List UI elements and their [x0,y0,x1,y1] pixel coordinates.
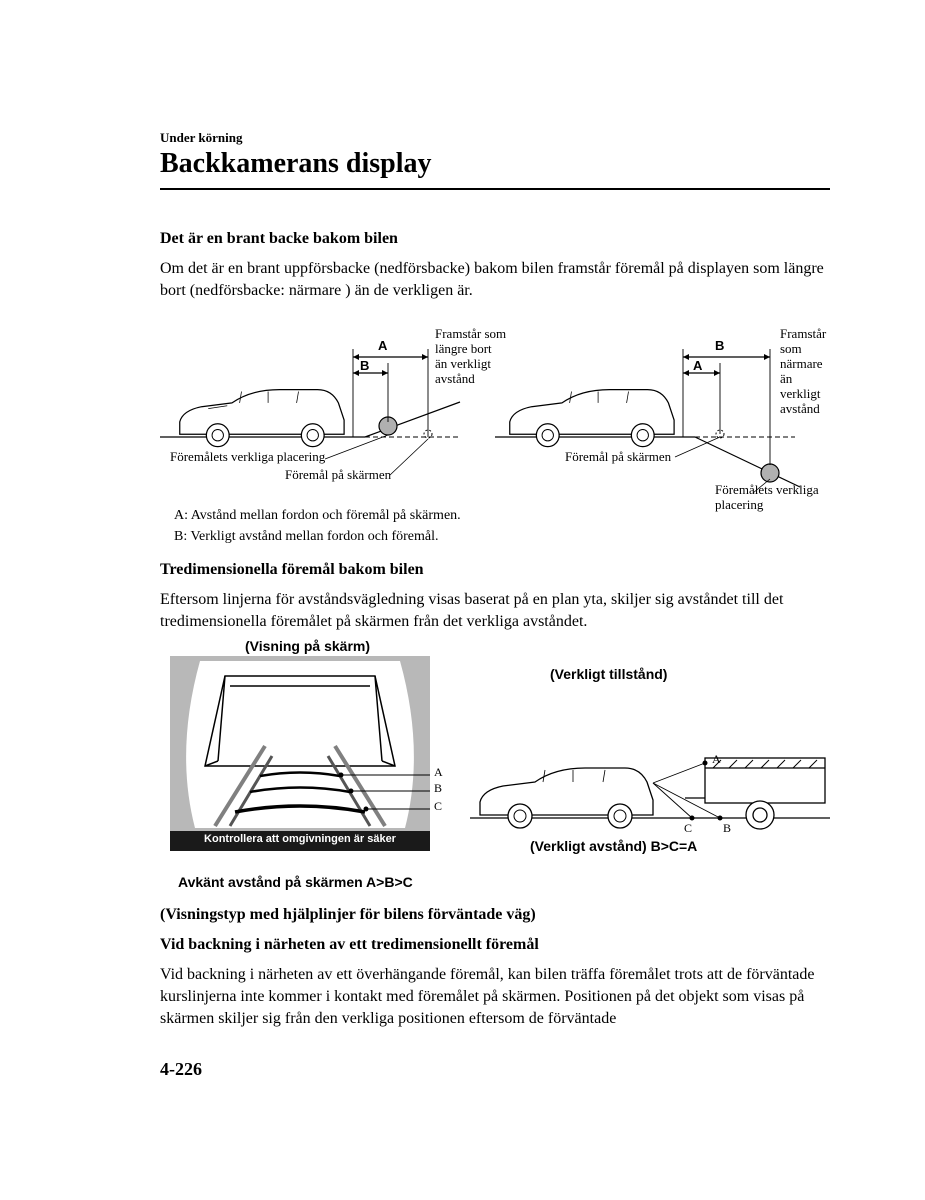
section1-heading: Det är en brant backe bakom bilen [160,230,830,248]
header-rule [160,188,830,190]
dia2-screen-caption: Kontrollera att omgivningen är säker [170,833,430,845]
dia2-left-C: C [434,800,442,814]
dia1-real-pos-left: Föremålets verkliga placering [170,450,325,465]
section3-heading1: (Visningstyp med hjälplinjer för bilens … [160,906,830,924]
dia2-left-A: A [434,766,443,780]
page-header: Under körning Backkamerans display [160,130,830,180]
diagram-3d: (Visning på skärm) (Verkligt tillstånd) … [160,638,830,898]
dia1-caption-right: Framstår som närmare än verkligt avstånd [780,327,830,417]
legend-B: B: Verkligt avstånd mellan fordon och fö… [174,526,830,547]
dia2-right-B: B [723,822,731,836]
header-category: Under körning [160,130,830,146]
section2-heading: Tredimensionella föremål bakom bilen [160,561,830,579]
dia1-screen-obj-right: Föremål på skärmen [565,450,671,465]
dia1-B-left: B [360,359,369,374]
header-title: Backkamerans display [160,148,830,180]
dia1-B-right: B [715,339,724,354]
dia1-caption-left: Framstår som längre bort än verkligt avs… [435,327,506,387]
dia1-screen-obj-left: Föremål på skärmen [285,468,391,483]
dia2-left-B: B [434,782,442,796]
dia2-title-left: (Visning på skärm) [245,638,370,654]
section2-body: Eftersom linjerna för avståndsvägledning… [160,589,830,632]
section3-heading2: Vid backning i närheten av ett tredimens… [160,936,830,954]
section3-body: Vid backning i närheten av ett överhänga… [160,964,830,1029]
page-number: 4-226 [160,1059,202,1080]
section1-body: Om det är en brant uppförsbacke (nedförs… [160,258,830,301]
dia2-sensed-caption: Avkänt avstånd på skärmen A>B>C [178,874,413,890]
dia2-actual-caption: (Verkligt avstånd) B>C=A [530,838,697,854]
diagram-slope: A B B A Framstår som längre bort än verk… [160,307,830,497]
dia2-right-A: A [712,753,721,767]
dia2-right-C: C [684,822,692,836]
dia2-title-right: (Verkligt tillstånd) [550,666,667,682]
dia1-A-right: A [693,359,702,374]
dia1-real-pos-right: Föremålets verkliga placering [715,483,819,513]
dia1-A-left: A [378,339,387,354]
